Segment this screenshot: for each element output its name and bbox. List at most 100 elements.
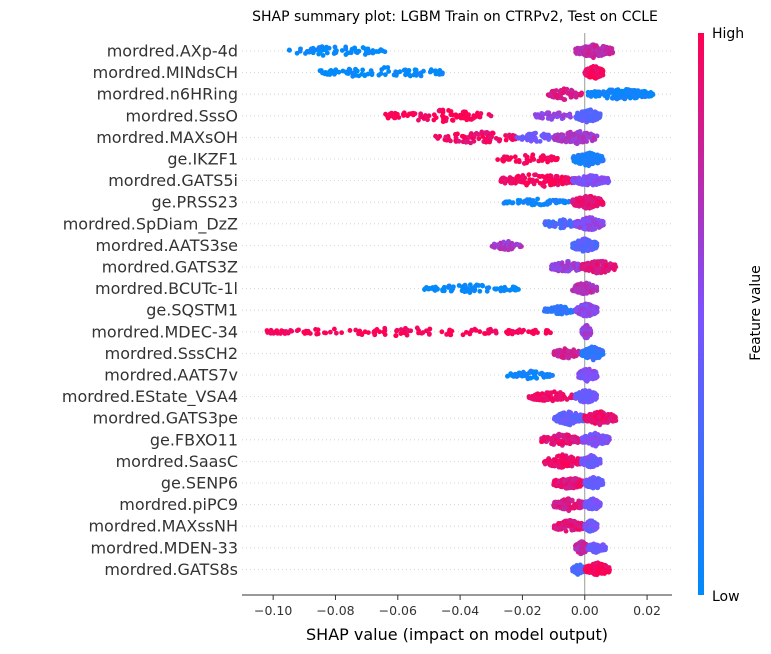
shap-point — [571, 179, 576, 185]
shap-point — [544, 397, 550, 403]
shap-point — [397, 69, 403, 75]
shap-point — [448, 109, 454, 114]
shap-point — [582, 263, 587, 269]
shap-point — [304, 329, 310, 335]
shap-point — [596, 414, 602, 420]
shap-point — [596, 420, 602, 426]
shap-point — [540, 153, 546, 159]
shap-point — [594, 262, 600, 267]
shap-point — [583, 455, 589, 461]
shap-point — [580, 134, 586, 140]
shap-point — [521, 161, 527, 166]
shap-point — [383, 111, 388, 117]
shap-point — [550, 114, 555, 120]
shap-point — [577, 129, 583, 134]
shap-point — [561, 112, 567, 118]
shap-point — [549, 263, 554, 269]
shap-point — [566, 133, 572, 138]
shap-point — [573, 159, 579, 165]
shap-point — [513, 158, 519, 164]
shap-point — [360, 67, 366, 73]
shap-point — [573, 439, 579, 444]
shap-point — [579, 202, 585, 208]
shap-point — [601, 542, 606, 548]
shap-point — [580, 221, 586, 226]
shap-point — [482, 331, 487, 336]
shap-point — [488, 135, 493, 140]
shap-point — [537, 174, 543, 180]
shap-point — [421, 68, 426, 74]
shap-point — [560, 440, 566, 445]
shap-point — [555, 413, 560, 419]
shap-point — [549, 459, 554, 465]
shap-point — [590, 267, 595, 273]
shap-point — [557, 390, 563, 395]
shap-point — [510, 328, 516, 334]
shap-point — [570, 197, 576, 203]
shap-point — [591, 204, 596, 209]
shap-point — [570, 420, 576, 426]
shap-point — [515, 242, 521, 248]
shap-point — [588, 289, 594, 295]
shap-point — [608, 50, 613, 56]
shap-point — [579, 395, 585, 401]
shap-point — [418, 111, 424, 117]
shap-point — [268, 330, 274, 336]
shap-point — [464, 117, 470, 123]
shap-point — [476, 136, 482, 142]
shap-point — [483, 136, 489, 142]
shap-point — [560, 353, 566, 359]
shap-point — [609, 87, 615, 93]
shap-point — [316, 45, 322, 50]
shap-point — [563, 220, 569, 226]
shap-point — [525, 132, 530, 138]
shap-point — [597, 502, 603, 508]
shap-point — [528, 395, 534, 401]
shap-point — [623, 92, 629, 98]
shap-point — [591, 135, 597, 140]
shap-point — [576, 523, 582, 529]
shap-point — [613, 415, 618, 420]
shap-point — [597, 224, 603, 230]
shap-point — [571, 413, 577, 419]
shap-point — [587, 480, 592, 486]
shap-point — [549, 441, 554, 447]
shap-point — [515, 197, 521, 203]
shap-point — [618, 94, 624, 100]
shap-point — [517, 327, 522, 333]
shap-point — [589, 241, 594, 247]
shap-point — [473, 327, 479, 333]
shap-point — [530, 198, 536, 203]
shap-point — [552, 478, 557, 484]
shap-point — [552, 349, 558, 355]
shap-point — [585, 161, 590, 167]
shap-point — [353, 49, 359, 55]
shap-point — [385, 65, 391, 70]
shap-point — [568, 395, 573, 400]
shap-point — [426, 285, 432, 291]
shap-point — [551, 482, 557, 488]
shap-point — [537, 180, 543, 186]
shap-point — [549, 436, 555, 442]
shap-point — [298, 46, 303, 52]
shap-point — [561, 478, 567, 484]
shap-point — [582, 130, 588, 136]
shap-point — [557, 526, 563, 531]
shap-point — [447, 332, 453, 338]
shap-point — [610, 95, 616, 101]
shap-point — [467, 330, 473, 336]
shap-point — [319, 48, 325, 53]
shap-point — [595, 348, 601, 353]
shap-point — [577, 51, 583, 57]
shap-point — [585, 218, 591, 224]
shap-point — [557, 305, 562, 310]
shap-point — [322, 71, 328, 77]
shap-point — [324, 44, 329, 50]
shap-point — [572, 240, 578, 246]
shap-point — [622, 96, 628, 102]
shap-point — [539, 439, 544, 445]
shap-point — [588, 349, 594, 355]
shap-point — [579, 117, 585, 123]
shap-point — [437, 108, 442, 114]
shap-point — [537, 371, 543, 377]
